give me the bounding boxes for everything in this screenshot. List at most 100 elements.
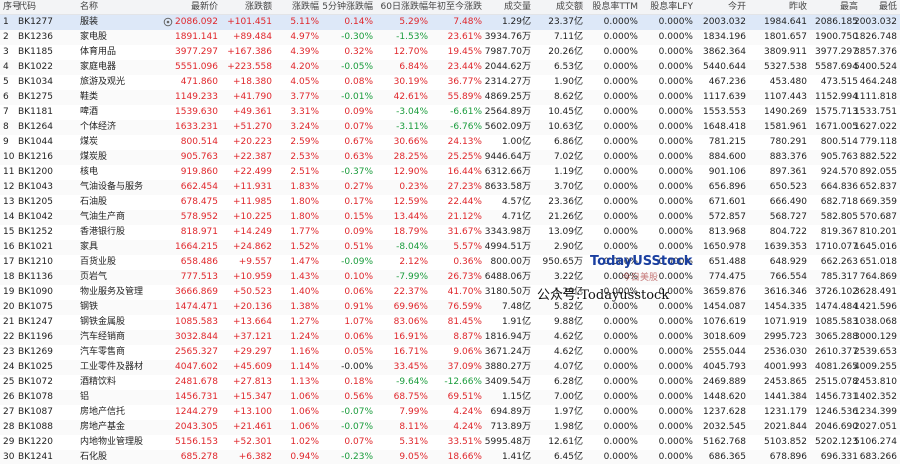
cell: BK1252 bbox=[18, 227, 53, 237]
cell: BK1042 bbox=[18, 212, 53, 222]
cell: BK1075 bbox=[18, 302, 53, 312]
cell: 气油生产商 bbox=[80, 212, 126, 222]
cell: -0.07% bbox=[341, 407, 373, 417]
cell: 3934.76万 bbox=[484, 32, 531, 42]
cell: 671.601 bbox=[708, 197, 746, 207]
cell: 662.263 bbox=[820, 257, 858, 267]
cell: 0.000% bbox=[603, 242, 638, 252]
cell: 18 bbox=[3, 272, 15, 282]
cell: 3857.376 bbox=[854, 47, 897, 57]
cell: 6.84% bbox=[399, 62, 428, 72]
cell: 18.66% bbox=[447, 452, 482, 462]
cell: +167.386 bbox=[227, 47, 272, 57]
cell: +9.557 bbox=[238, 257, 272, 267]
cell: 28 bbox=[3, 422, 15, 432]
cell: 旅游及观光 bbox=[80, 77, 126, 87]
cell: 780.291 bbox=[769, 137, 807, 147]
cell: 1152.994 bbox=[815, 92, 858, 102]
cell: 0.000% bbox=[603, 107, 638, 117]
cell: 1627.022 bbox=[854, 122, 897, 132]
cell: 81.45% bbox=[447, 317, 482, 327]
cell: 0.000% bbox=[603, 92, 638, 102]
cell: 0.000% bbox=[658, 92, 693, 102]
cell: 5106.274 bbox=[854, 437, 897, 447]
cell: 21.26亿 bbox=[548, 212, 583, 222]
cell: 2.12% bbox=[399, 257, 428, 267]
cell: 石油股 bbox=[80, 197, 108, 207]
cell: 2.53% bbox=[290, 152, 319, 162]
cell: +50.523 bbox=[232, 287, 272, 297]
cell: 650.523 bbox=[769, 182, 807, 192]
cell: 0.000% bbox=[603, 62, 638, 72]
cell: 683.266 bbox=[859, 452, 897, 462]
table-row[interactable] bbox=[0, 450, 900, 464]
column-header: 年初至今涨跌 bbox=[427, 2, 482, 12]
cell: 0.000% bbox=[658, 347, 693, 357]
column-header: 昨收 bbox=[788, 2, 807, 12]
cell: 1900.750 bbox=[815, 32, 858, 42]
cell: +22.387 bbox=[232, 152, 272, 162]
cell: 0.000% bbox=[603, 347, 638, 357]
row-icon[interactable] bbox=[163, 17, 173, 27]
cell: 汽车经销商 bbox=[80, 332, 126, 342]
cell: 30.66% bbox=[393, 137, 428, 147]
cell: 0.000% bbox=[603, 227, 638, 237]
cell: +6.382 bbox=[238, 452, 272, 462]
cell: 13.09亿 bbox=[548, 227, 583, 237]
cell: 24.13% bbox=[447, 137, 482, 147]
table-row[interactable] bbox=[0, 255, 900, 271]
cell: 3.31% bbox=[290, 107, 319, 117]
cell: 0.000% bbox=[603, 122, 638, 132]
cell: 28.25% bbox=[393, 152, 428, 162]
cell: 12.90% bbox=[393, 167, 428, 177]
cell: 813.968 bbox=[708, 227, 746, 237]
column-header: 名称 bbox=[80, 2, 99, 12]
cell: 家庭电器 bbox=[80, 62, 117, 72]
cell: 781.215 bbox=[708, 137, 746, 147]
cell: 3726.102 bbox=[815, 287, 858, 297]
cell: 香港银行股 bbox=[80, 227, 126, 237]
cell: -6.76% bbox=[450, 122, 482, 132]
cell: 656.896 bbox=[708, 182, 746, 192]
cell: 7 bbox=[3, 107, 9, 117]
cell: 6312.66万 bbox=[484, 167, 531, 177]
cell: 6.45亿 bbox=[553, 452, 583, 462]
cell: BK1072 bbox=[18, 377, 53, 387]
cell: 2003.032 bbox=[703, 17, 746, 27]
cell: 3032.844 bbox=[175, 332, 218, 342]
cell: 1.91亿 bbox=[501, 317, 531, 327]
cell: 1826.748 bbox=[854, 32, 897, 42]
cell: 2469.889 bbox=[703, 377, 746, 387]
cell: 0.000% bbox=[658, 407, 693, 417]
cell: BK1090 bbox=[18, 287, 53, 297]
cell: BK1236 bbox=[18, 32, 53, 42]
cell: 2314.27万 bbox=[484, 77, 531, 87]
column-header: 最高 bbox=[839, 2, 858, 12]
cell: 0.000% bbox=[603, 452, 638, 462]
cell: 1710.077 bbox=[815, 242, 858, 252]
column-header: 序号 bbox=[3, 2, 22, 12]
cell: 1834.196 bbox=[703, 32, 746, 42]
cell: 651.018 bbox=[859, 257, 897, 267]
cell: 8 bbox=[3, 122, 9, 132]
cell: 石化股 bbox=[80, 452, 108, 462]
cell: 785.317 bbox=[820, 272, 858, 282]
cell: 0.000% bbox=[603, 17, 638, 27]
cell: 2481.678 bbox=[175, 377, 218, 387]
cell: 16 bbox=[3, 242, 15, 252]
cell: 家具 bbox=[80, 242, 99, 252]
cell: 1801.657 bbox=[764, 32, 807, 42]
cell: 2.59% bbox=[290, 137, 319, 147]
cell: 14 bbox=[3, 212, 15, 222]
cell: 666.490 bbox=[769, 197, 807, 207]
cell: 1.06% bbox=[290, 422, 319, 432]
column-header: 涨跌额 bbox=[244, 2, 272, 12]
cell: 25.25% bbox=[447, 152, 482, 162]
cell: +37.121 bbox=[232, 332, 272, 342]
cell: 1237.628 bbox=[703, 407, 746, 417]
cell: 0.000% bbox=[603, 152, 638, 162]
cell: 4.62亿 bbox=[553, 347, 583, 357]
cell: 2555.044 bbox=[703, 347, 746, 357]
cell: 924.570 bbox=[820, 167, 858, 177]
cell: 33.45% bbox=[393, 362, 428, 372]
